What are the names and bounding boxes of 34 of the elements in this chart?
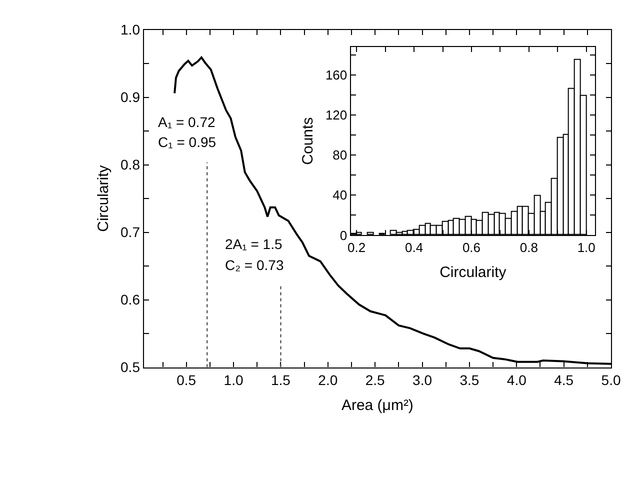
y-tick-label: 0.7 [120,224,140,240]
y-tick-label: 120 [325,108,348,123]
y-tick-label: 0.9 [120,89,140,106]
x-tick-label: 4.5 [554,372,574,388]
x-tick-label: 5.0 [601,372,621,388]
x-tick-label: 1.0 [224,372,244,388]
x-tick-label: 1.5 [270,372,291,388]
y-axis-title: Counts [300,117,317,165]
annotation: C₁ = 0.95 [158,134,216,150]
x-tick-label: 0.4 [404,240,424,255]
x-tick-label: 3.5 [460,372,480,388]
x-tick-label: 0.8 [520,240,538,255]
x-tick-label: 2.5 [365,372,386,388]
y-tick-label: 80 [332,148,348,163]
annotation: A₁ = 0.72 [158,114,216,130]
x-tick-label: 0.5 [176,372,196,388]
x-axis-title: Area (μm²) [341,397,414,414]
y-axis-title: Circularity [94,164,112,232]
x-tick-label: 0.6 [462,240,481,255]
annotation: 2A₁ = 1.5 [225,236,282,252]
y-tick-label: 1.0 [120,22,140,38]
y-tick-label: 0 [340,228,348,243]
y-tick-label: 0.8 [120,156,140,173]
y-tick-label: 160 [325,68,348,83]
x-tick-label: 3.0 [412,372,432,388]
x-tick-label: 0.2 [348,240,366,255]
x-tick-label: 4.0 [506,372,527,388]
x-axis-title: Circularity [440,264,507,281]
y-tick-label: 0.6 [120,292,140,308]
y-tick-label: 40 [332,188,348,203]
y-tick-label: 0.5 [120,359,140,376]
x-tick-label: 2.0 [318,372,338,388]
x-tick-label: 1.0 [577,240,596,255]
annotation: C₂ = 0.73 [225,257,284,273]
